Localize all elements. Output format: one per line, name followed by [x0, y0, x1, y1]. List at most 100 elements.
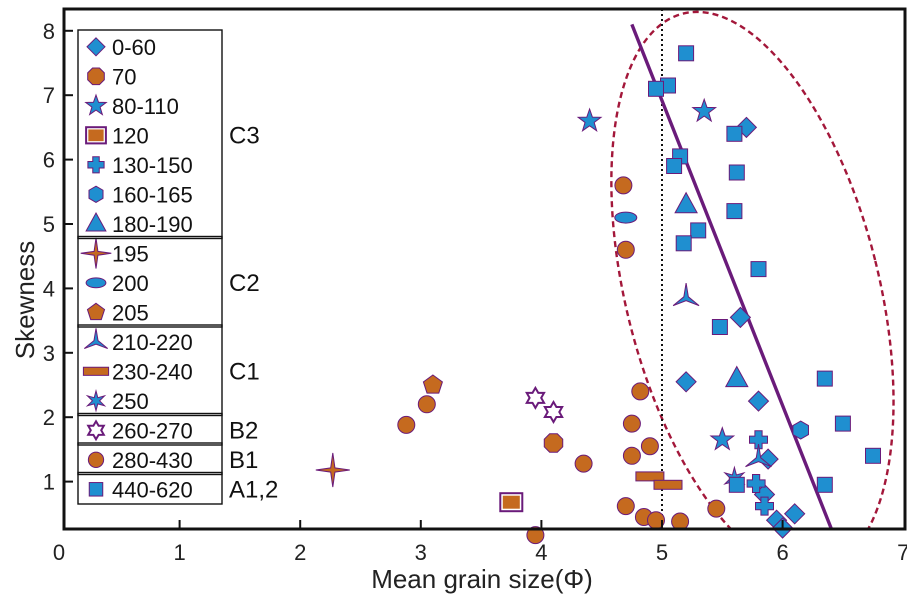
trend-line: [630, 23, 834, 529]
data-point-circle: [707, 499, 726, 518]
data-point-octagon: [543, 433, 564, 453]
y-tick-label: 7: [43, 83, 55, 108]
data-point-circle: [631, 382, 650, 401]
legend-group-label: C1: [229, 358, 260, 385]
data-point-square: [816, 370, 833, 387]
legend-label: 210-220: [112, 330, 193, 355]
cluster-ellipse: [610, 10, 895, 529]
data-point-circle: [574, 454, 593, 473]
y-tick-label: 2: [43, 405, 55, 430]
data-point-hexagram: [525, 385, 546, 410]
legend-marker-rect: [82, 366, 110, 376]
legend-marker-cross: [87, 156, 105, 174]
legend-marker-star4: [80, 237, 112, 269]
legend-group-box: [77, 442, 223, 476]
data-point-circle: [397, 415, 416, 434]
x-axis-title: Mean grain size(Φ): [371, 564, 593, 594]
legend-marker-ellipse: [85, 277, 107, 289]
data-point-hexagon: [792, 420, 809, 440]
legend: 0-60 70 80-110 120 130-150 160-165 180-190 195 2…: [77, 29, 278, 505]
legend-marker-star6: [85, 388, 107, 413]
data-point-circle: [616, 497, 635, 516]
legend-group-label: B1: [229, 447, 258, 474]
y-tick-label: 4: [43, 276, 55, 301]
legend-marker-triangle: [85, 211, 107, 232]
legend-marker-hexagon: [88, 185, 104, 203]
legend-marker-hexagram: [86, 419, 106, 442]
y-tick-label: 5: [43, 212, 55, 237]
data-point-hexagram: [543, 400, 564, 424]
legend-group-label: B2: [229, 417, 258, 444]
data-point-square: [728, 164, 745, 181]
legend-marker-octagon: [87, 67, 105, 86]
data-point-square: [726, 203, 743, 220]
legend-label: 130-150: [112, 153, 193, 178]
data-point-rect: [653, 479, 683, 490]
y-axis-title: Skewness: [10, 241, 40, 360]
y-tick-label: 3: [43, 341, 55, 366]
y-tick-label: 1: [43, 470, 55, 495]
x-tick-label: 2: [294, 540, 306, 565]
data-point-circle: [640, 437, 659, 456]
data-point-cross: [749, 430, 768, 450]
x-tick-label: 1: [173, 540, 185, 565]
data-point-diamond: [675, 371, 697, 393]
legend-label: 200: [112, 271, 149, 296]
data-point-rect: [635, 471, 665, 482]
data-point-square: [726, 125, 743, 142]
y-tick-label: 6: [43, 148, 55, 173]
legend-label: 180-190: [112, 212, 193, 237]
data-point-star5: [709, 426, 736, 451]
legend-label: 120: [112, 123, 149, 148]
data-point-square: [678, 45, 695, 62]
data-point-circle: [417, 395, 436, 414]
legend-label: 230-240: [112, 359, 193, 384]
x-tick-label: 5: [656, 540, 668, 565]
legend-group-box: [77, 324, 223, 417]
legend-marker-square-framed: [85, 126, 107, 145]
data-point-square: [750, 261, 767, 278]
data-point-square: [648, 80, 664, 97]
data-point-circle: [622, 446, 641, 465]
data-point-tri-star: [672, 283, 700, 307]
data-point-ellipse: [614, 211, 638, 224]
data-point-square: [816, 476, 833, 493]
data-point-circle: [671, 512, 690, 531]
legend-label: 280-430: [112, 448, 193, 473]
x-tick-label: 3: [415, 540, 427, 565]
legend-marker-star5: [84, 93, 108, 116]
x-tick-label: 7: [897, 540, 907, 565]
data-point-diamond: [757, 448, 779, 470]
data-point-square: [690, 222, 707, 239]
legend-label: 260-270: [112, 418, 193, 443]
data-point-diamond: [783, 503, 806, 525]
x-tick-label: 4: [535, 540, 547, 565]
plot-frame: [62, 7, 907, 531]
data-point-square: [711, 319, 728, 335]
legend-marker-circle: [87, 451, 105, 468]
legend-label: 70: [112, 64, 136, 89]
data-point-star5: [691, 97, 718, 123]
legend-label: 195: [112, 241, 149, 266]
legend-group-box: [77, 29, 223, 240]
x-tick-label: 0: [53, 540, 65, 565]
data-point-square: [728, 476, 745, 493]
data-point-square: [666, 158, 683, 174]
data-point-triangle: [674, 191, 698, 214]
data-point-square: [834, 415, 851, 432]
y-tick-label: 8: [43, 19, 55, 44]
data-point-square: [675, 235, 692, 252]
data-point-circle: [622, 414, 641, 433]
legend-label: 440-620: [112, 477, 193, 502]
legend-label: 80-110: [112, 94, 179, 119]
data-point-cross: [755, 496, 774, 516]
data-point-circle: [616, 240, 635, 259]
legend-group-box: [77, 235, 223, 328]
data-point-circle: [526, 526, 545, 545]
legend-label: 250: [112, 389, 149, 414]
data-point-diamond: [729, 306, 752, 329]
legend-marker-square: [88, 482, 104, 497]
data-point-triangle: [724, 365, 749, 388]
data-point-circle: [614, 176, 633, 195]
